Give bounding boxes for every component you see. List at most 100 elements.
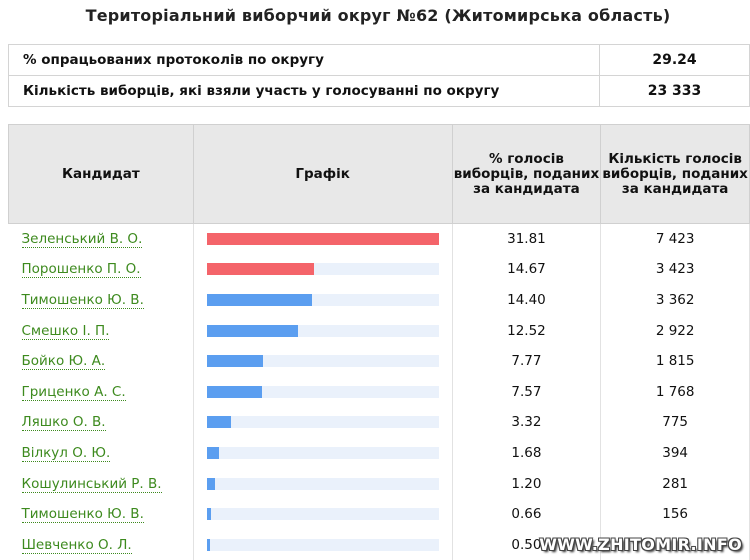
bar-track xyxy=(206,293,439,306)
chart-cell xyxy=(193,498,453,530)
summary-row: % опрацьованих протоколів по округу 29.2… xyxy=(8,44,750,76)
table-row: Порошенко П. О. 14.67 3 423 xyxy=(8,254,750,285)
percent-cell: 7.77 xyxy=(452,345,602,377)
chart-cell xyxy=(193,345,453,377)
percent-cell: 12.52 xyxy=(452,315,602,346)
table-row: Бойко Ю. А. 7.77 1 815 xyxy=(8,345,750,377)
vote-bar xyxy=(206,416,231,429)
percent-cell: 1.20 xyxy=(452,468,602,499)
votes-cell: 7 423 xyxy=(600,223,750,255)
candidate-link[interactable]: Гриценко А. С. xyxy=(21,383,126,401)
column-header-percent: % голосів виборців, поданих за кандидата xyxy=(451,124,602,224)
chart-cell xyxy=(193,468,453,499)
candidate-link[interactable]: Тимошенко Ю. В. xyxy=(21,506,144,524)
table-row: Кошулинський Р. В. 1.20 281 xyxy=(8,468,750,499)
table-row: Зеленський В. О. 31.81 7 423 xyxy=(8,223,750,255)
bar-track xyxy=(206,385,439,398)
candidate-cell: Шевченко О. Л. xyxy=(8,529,194,560)
votes-cell xyxy=(600,529,750,560)
vote-bar xyxy=(206,538,211,551)
candidate-cell: Гриценко А. С. xyxy=(8,376,194,408)
vote-bar xyxy=(206,446,219,459)
chart-cell xyxy=(193,254,453,285)
bar-track xyxy=(206,416,439,429)
vote-bar xyxy=(206,263,314,276)
bar-track xyxy=(206,446,439,459)
chart-cell xyxy=(193,315,453,346)
chart-cell xyxy=(193,407,453,438)
summary-value: 29.24 xyxy=(599,44,750,76)
candidate-link[interactable]: Бойко Ю. А. xyxy=(21,353,106,371)
bar-track xyxy=(206,508,439,521)
summary-value: 23 333 xyxy=(599,75,750,107)
votes-cell: 2 922 xyxy=(600,315,750,346)
candidate-cell: Порошенко П. О. xyxy=(8,254,194,285)
results-body: Зеленський В. О. 31.81 7 423 Порошенко П. О… xyxy=(8,223,750,560)
vote-bar xyxy=(206,324,298,337)
candidate-cell: Смешко І. П. xyxy=(8,315,194,346)
table-row: Гриценко А. С. 7.57 1 768 xyxy=(8,376,750,408)
table-row: Ляшко О. В. 3.32 775 xyxy=(8,407,750,438)
chart-cell xyxy=(193,529,453,560)
percent-cell: 14.40 xyxy=(452,284,602,316)
column-header-candidate: Кандидат xyxy=(8,124,194,224)
column-header-chart: Графік xyxy=(192,124,453,224)
bar-track xyxy=(206,538,439,551)
vote-bar xyxy=(206,293,312,306)
candidate-cell: Зеленський В. О. xyxy=(8,223,194,255)
summary-label: % опрацьованих протоколів по округу xyxy=(8,44,600,76)
vote-bar xyxy=(206,508,212,521)
candidate-link[interactable]: Смешко І. П. xyxy=(21,322,110,340)
table-row: Тимошенко Ю. В. 14.40 3 362 xyxy=(8,284,750,316)
votes-cell: 1 768 xyxy=(600,376,750,408)
bar-track xyxy=(206,233,439,246)
chart-cell xyxy=(193,223,453,255)
table-row: Тимошенко Ю. В. 0.66 156 xyxy=(8,498,750,530)
table-row: Шевченко О. Л. 0.50 xyxy=(8,529,750,560)
candidate-cell: Кошулинський Р. В. xyxy=(8,468,194,499)
votes-cell: 775 xyxy=(600,407,750,438)
candidate-link[interactable]: Тимошенко Ю. В. xyxy=(21,291,144,309)
candidate-cell: Ляшко О. В. xyxy=(8,407,194,438)
candidate-link[interactable]: Шевченко О. Л. xyxy=(21,536,132,554)
bar-track xyxy=(206,477,439,490)
candidate-link[interactable]: Кошулинський Р. В. xyxy=(21,475,162,493)
results-header-row: Кандидат Графік % голосів виборців, пода… xyxy=(8,124,750,224)
votes-cell: 3 362 xyxy=(600,284,750,316)
summary-label: Кількість виборців, які взяли участь у г… xyxy=(8,75,600,107)
percent-cell: 1.68 xyxy=(452,437,602,469)
vote-bar xyxy=(206,233,439,246)
chart-cell xyxy=(193,284,453,316)
table-row: Смешко І. П. 12.52 2 922 xyxy=(8,315,750,346)
percent-cell: 0.66 xyxy=(452,498,602,530)
candidate-cell: Тимошенко Ю. В. xyxy=(8,284,194,316)
percent-cell: 7.57 xyxy=(452,376,602,408)
candidate-link[interactable]: Вілкул О. Ю. xyxy=(21,444,111,462)
candidate-cell: Тимошенко Ю. В. xyxy=(8,498,194,530)
percent-cell: 31.81 xyxy=(452,223,602,255)
site-watermark: WWW.ZHITOMIR.INFO xyxy=(539,535,742,554)
table-row: Вілкул О. Ю. 1.68 394 xyxy=(8,437,750,469)
bar-track xyxy=(206,263,439,276)
vote-bar xyxy=(206,477,216,490)
percent-cell: 14.67 xyxy=(452,254,602,285)
votes-cell: 1 815 xyxy=(600,345,750,377)
candidate-link[interactable]: Ляшко О. В. xyxy=(21,414,106,432)
chart-cell xyxy=(193,437,453,469)
bar-track xyxy=(206,355,439,368)
percent-cell: 3.32 xyxy=(452,407,602,438)
bar-track xyxy=(206,324,439,337)
percent-cell: 0.50 xyxy=(452,529,602,560)
summary-table: % опрацьованих протоколів по округу 29.2… xyxy=(8,44,750,107)
votes-cell: 281 xyxy=(600,468,750,499)
votes-cell: 156 xyxy=(600,498,750,530)
summary-row: Кількість виборців, які взяли участь у г… xyxy=(8,75,750,107)
candidate-link[interactable]: Порошенко П. О. xyxy=(21,261,141,279)
column-header-votes: Кількість голосів виборців, поданих за к… xyxy=(600,124,750,224)
candidate-link[interactable]: Зеленський В. О. xyxy=(21,231,143,249)
vote-bar xyxy=(206,355,264,368)
page-title: Територіальний виборчий округ №62 (Житом… xyxy=(85,6,671,25)
chart-cell xyxy=(193,376,453,408)
candidate-cell: Бойко Ю. А. xyxy=(8,345,194,377)
votes-cell: 394 xyxy=(600,437,750,469)
